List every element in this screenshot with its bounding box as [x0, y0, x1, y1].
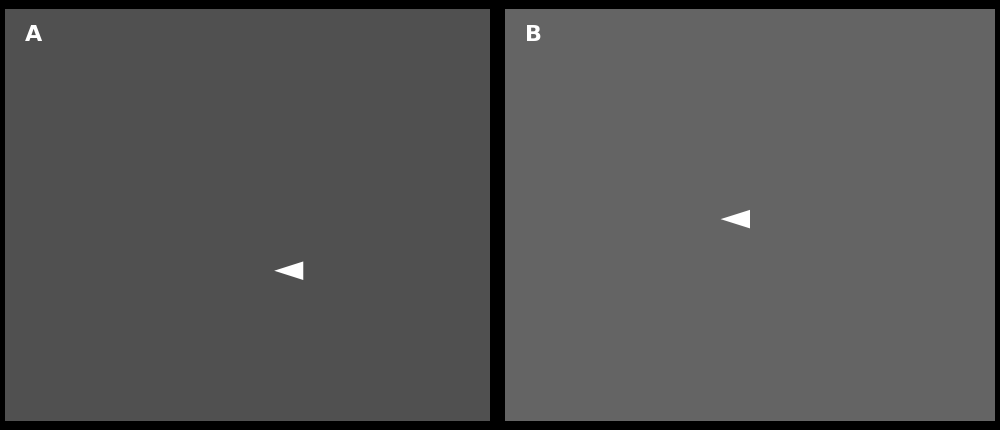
Polygon shape	[274, 261, 303, 280]
Polygon shape	[721, 210, 750, 228]
Text: B: B	[525, 25, 542, 45]
Text: A: A	[24, 25, 42, 45]
